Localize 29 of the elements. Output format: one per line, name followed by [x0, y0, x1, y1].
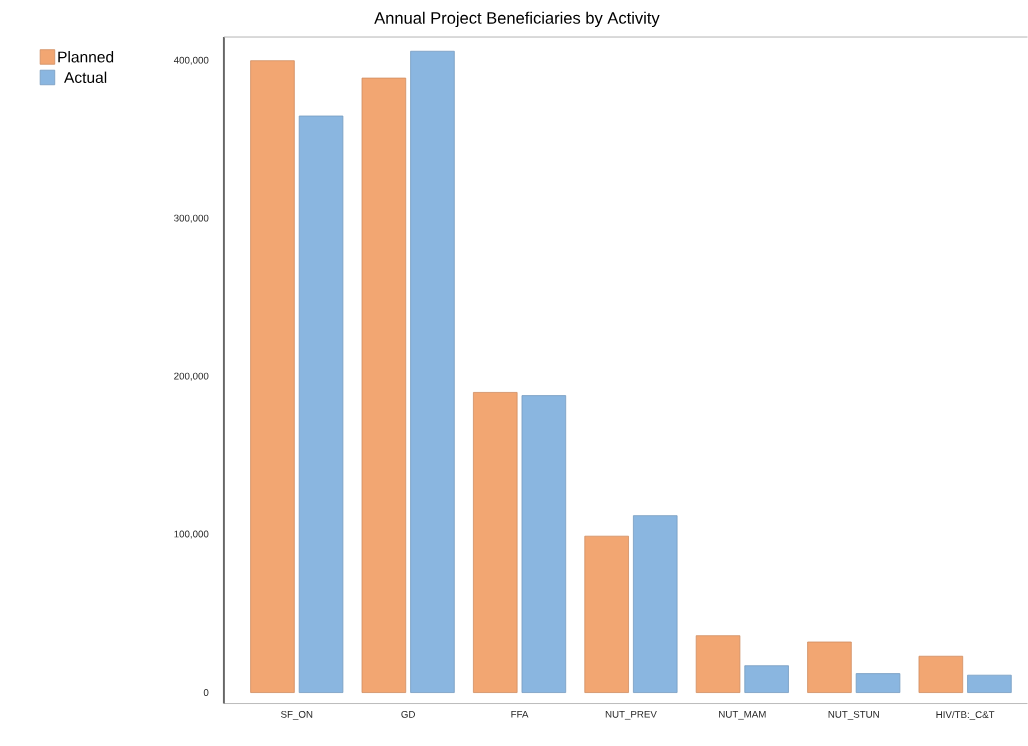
legend-label: Actual	[64, 71, 107, 83]
x-tick-label: HIV/TB:_C&T	[936, 710, 995, 720]
y-tick-label: 0	[203, 689, 209, 696]
y-tick-label: 300,000	[174, 214, 209, 223]
bar	[918, 655, 964, 693]
bar	[632, 515, 678, 693]
bar	[521, 395, 567, 693]
x-tick-label: NUT_STUN	[828, 710, 879, 720]
y-tick-label: 200,000	[174, 372, 209, 381]
bar	[410, 50, 455, 693]
x-tick-label: NUT_PREV	[605, 710, 657, 720]
chart-title: Annual Project Beneficiaries by Activity	[374, 11, 660, 27]
y-tick-label: 400,000	[173, 56, 209, 65]
y-tick-label: 100,000	[174, 530, 209, 539]
bar	[473, 391, 518, 693]
bar	[695, 635, 741, 693]
bar	[298, 115, 344, 693]
bar	[250, 60, 295, 693]
x-tick-label: SF_ON	[281, 710, 313, 720]
x-tick-label: GD	[401, 710, 415, 718]
bar	[361, 77, 407, 693]
bar	[744, 665, 789, 693]
x-tick-label: FFA	[511, 710, 529, 718]
bar	[584, 535, 629, 693]
legend-label: Planned	[58, 50, 114, 63]
bar	[855, 673, 901, 693]
bar	[807, 641, 852, 693]
x-tick-label: NUT_MAM	[719, 710, 766, 720]
bar	[967, 674, 1012, 693]
